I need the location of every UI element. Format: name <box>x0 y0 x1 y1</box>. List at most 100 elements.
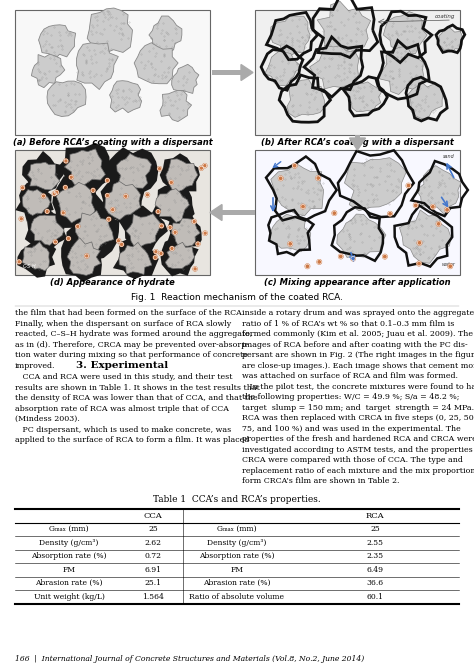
Text: 25.1: 25.1 <box>145 580 162 587</box>
Polygon shape <box>270 214 311 252</box>
Circle shape <box>169 180 173 184</box>
Text: 6.91: 6.91 <box>145 565 162 574</box>
Circle shape <box>193 267 197 271</box>
Polygon shape <box>64 149 105 187</box>
Polygon shape <box>52 176 104 228</box>
Polygon shape <box>75 210 114 253</box>
Bar <box>255 150 460 275</box>
Text: 25: 25 <box>148 525 158 533</box>
Polygon shape <box>22 242 49 271</box>
Polygon shape <box>438 26 462 52</box>
Circle shape <box>105 194 109 198</box>
Bar <box>212 70 241 75</box>
Text: CCA: CCA <box>144 512 163 520</box>
Polygon shape <box>383 11 427 58</box>
Polygon shape <box>58 143 111 192</box>
Text: Density (g/cm³): Density (g/cm³) <box>207 539 267 547</box>
Circle shape <box>431 204 435 209</box>
Circle shape <box>53 192 56 196</box>
Polygon shape <box>161 238 199 276</box>
Text: RCA: RCA <box>365 512 384 520</box>
Polygon shape <box>106 147 158 193</box>
Polygon shape <box>119 243 152 275</box>
Polygon shape <box>113 237 159 279</box>
Polygon shape <box>165 243 194 269</box>
Circle shape <box>66 237 71 241</box>
Text: coating: coating <box>435 14 455 19</box>
Circle shape <box>437 222 441 226</box>
Circle shape <box>153 255 157 259</box>
Circle shape <box>105 178 109 182</box>
Text: Abrasion rate (%): Abrasion rate (%) <box>203 580 271 587</box>
Polygon shape <box>400 210 451 263</box>
Polygon shape <box>47 81 86 117</box>
Polygon shape <box>149 16 182 52</box>
Circle shape <box>76 224 80 228</box>
Text: FM: FM <box>230 565 244 574</box>
Polygon shape <box>409 82 443 119</box>
Circle shape <box>301 204 305 209</box>
Circle shape <box>54 240 57 244</box>
Text: water: water <box>441 262 455 267</box>
Text: 2.35: 2.35 <box>366 552 383 560</box>
Polygon shape <box>160 90 191 121</box>
Polygon shape <box>241 64 253 80</box>
Circle shape <box>119 243 124 247</box>
Polygon shape <box>109 80 142 113</box>
Bar <box>15 150 210 275</box>
Polygon shape <box>66 203 119 261</box>
Circle shape <box>160 224 164 228</box>
Polygon shape <box>265 50 302 86</box>
Polygon shape <box>155 189 189 222</box>
Circle shape <box>64 186 67 190</box>
Polygon shape <box>417 165 461 214</box>
Circle shape <box>45 210 49 214</box>
Circle shape <box>173 230 177 234</box>
Polygon shape <box>210 204 222 220</box>
Polygon shape <box>126 214 162 247</box>
Bar <box>255 10 460 135</box>
Text: 25: 25 <box>370 525 380 533</box>
Text: Abrasion rate (%): Abrasion rate (%) <box>35 580 103 587</box>
Polygon shape <box>31 215 64 245</box>
Text: Absorption rate (%): Absorption rate (%) <box>199 552 275 560</box>
Circle shape <box>85 254 89 258</box>
Text: Density (g/cm³): Density (g/cm³) <box>39 539 99 547</box>
Polygon shape <box>172 64 199 93</box>
Circle shape <box>388 212 392 216</box>
Circle shape <box>316 176 320 180</box>
Polygon shape <box>76 43 118 90</box>
Circle shape <box>203 231 207 235</box>
Circle shape <box>154 250 158 254</box>
Polygon shape <box>171 218 200 247</box>
Text: (b) After RCA’s coating with a dispersant: (b) After RCA’s coating with a dispersan… <box>261 138 454 147</box>
Circle shape <box>445 208 449 212</box>
Polygon shape <box>345 157 406 211</box>
Circle shape <box>159 251 163 255</box>
Text: C-S-H: C-S-H <box>23 264 36 269</box>
Text: 0.72: 0.72 <box>145 552 162 560</box>
Circle shape <box>338 254 343 259</box>
Polygon shape <box>152 186 195 224</box>
Circle shape <box>203 163 207 168</box>
Circle shape <box>146 193 149 197</box>
Text: inside a rotary drum and was sprayed onto the aggregate at a
ratio of 1 % of RCA: inside a rotary drum and was sprayed ont… <box>242 309 474 485</box>
Polygon shape <box>15 183 54 222</box>
Circle shape <box>200 166 203 170</box>
Polygon shape <box>117 153 152 188</box>
Polygon shape <box>160 153 200 193</box>
Circle shape <box>107 217 111 221</box>
Circle shape <box>305 264 310 269</box>
Circle shape <box>21 186 25 190</box>
Text: (d) Appearance of hydrate: (d) Appearance of hydrate <box>50 278 175 287</box>
Circle shape <box>383 255 387 259</box>
Text: 6.49: 6.49 <box>366 565 383 574</box>
Circle shape <box>69 176 73 179</box>
Circle shape <box>317 260 321 264</box>
Text: 3. Experimental: 3. Experimental <box>76 361 168 370</box>
Bar <box>222 210 255 215</box>
Circle shape <box>196 242 200 246</box>
Polygon shape <box>61 232 102 282</box>
Polygon shape <box>287 80 325 117</box>
Text: 2.55: 2.55 <box>366 539 383 547</box>
